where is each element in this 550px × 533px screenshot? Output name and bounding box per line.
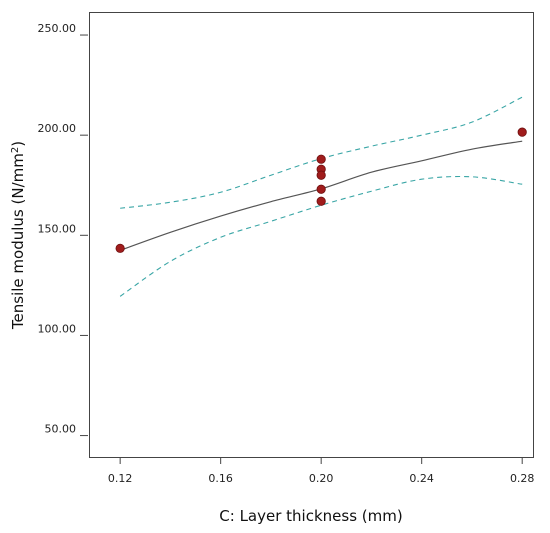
y-axis-ticks: 50.00 100.00 150.00 200.00 250.00 — [38, 22, 88, 437]
confidence-band-lower — [119, 175, 523, 297]
y-axis-title: Tensile modulus (N/mm2) — [9, 141, 27, 330]
x-tick-label: 0.24 — [409, 472, 434, 485]
data-point — [316, 184, 326, 194]
x-axis-ticks: 0.12 0.16 0.20 0.24 0.28 — [108, 457, 535, 485]
y-tick-label: 250.00 — [38, 22, 77, 35]
data-point — [316, 154, 326, 164]
plot-frame — [89, 12, 534, 458]
data-point — [115, 243, 125, 253]
x-tick-label: 0.20 — [309, 472, 334, 485]
y-tick-label: 50.00 — [45, 423, 77, 436]
x-tick-label: 0.12 — [108, 472, 133, 485]
x-tick-label: 0.16 — [208, 472, 233, 485]
x-tick-label: 0.28 — [510, 472, 535, 485]
x-axis-title: C: Layer thickness (mm) — [219, 507, 402, 525]
y-axis-title-superscript: 2 — [10, 147, 21, 153]
y-axis-title-close: ) — [9, 141, 27, 147]
data-points — [115, 127, 527, 253]
data-point — [517, 127, 527, 137]
data-point — [316, 196, 326, 206]
y-tick-label: 200.00 — [38, 122, 77, 135]
y-axis-title-main: Tensile modulus (N/mm — [9, 153, 27, 330]
data-point — [316, 170, 326, 180]
y-tick-label: 100.00 — [38, 322, 77, 335]
y-tick-label: 150.00 — [38, 222, 77, 235]
